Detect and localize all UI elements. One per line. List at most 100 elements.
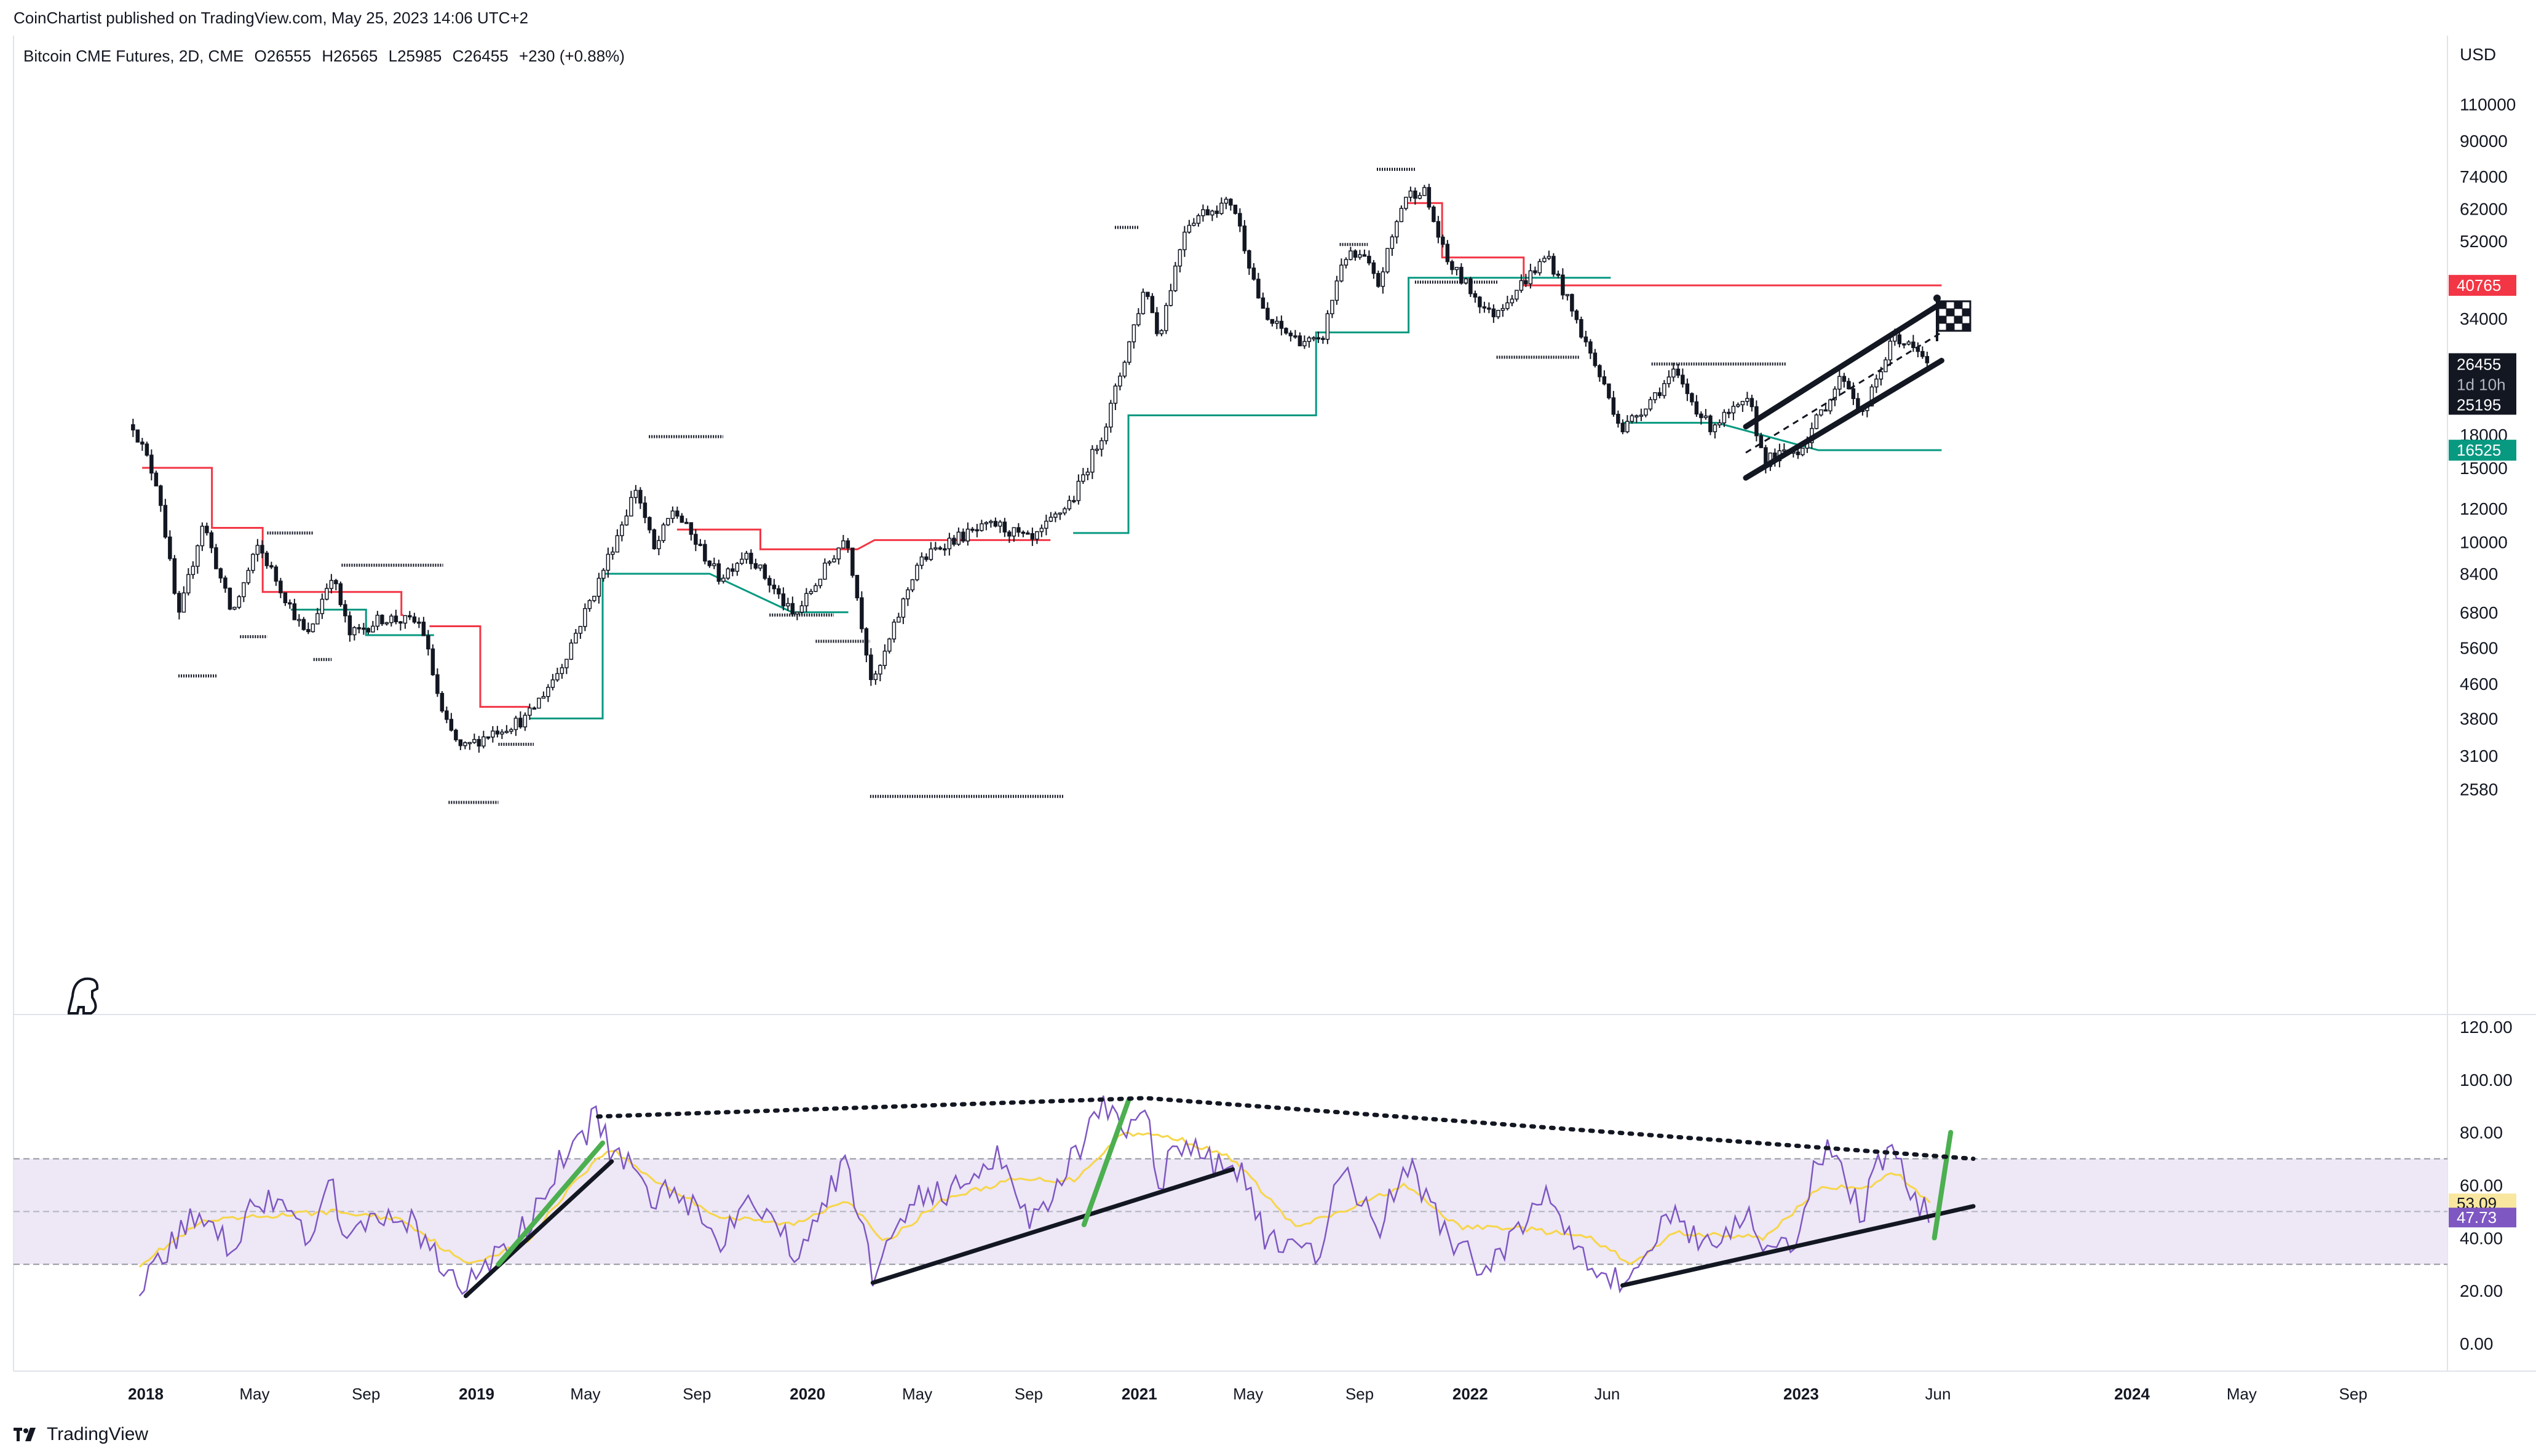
symbol-name[interactable]: Bitcoin CME Futures, 2D, CME [23, 47, 244, 65]
rsi-axis[interactable]: 120.00 100.00 80.00 60.00 40.00 20.00 0.00 [2460, 1018, 2513, 1353]
candle-body [246, 569, 251, 584]
candle-body [772, 584, 777, 590]
candle-body [186, 574, 191, 594]
candle-body [758, 564, 763, 569]
tradingview-brand[interactable]: TradingView [14, 1424, 148, 1445]
resistance-step-line [429, 625, 531, 708]
candle-body [1703, 415, 1708, 418]
candle-body [1390, 236, 1395, 249]
candle-body [1662, 383, 1666, 397]
candle-body [172, 558, 177, 594]
candle-body [592, 595, 596, 601]
candle-body [1666, 376, 1671, 384]
candle-body [550, 679, 555, 688]
price-tick-label: 90000 [2460, 132, 2508, 151]
flag-square [1946, 308, 1955, 317]
currency-label: USD [2460, 45, 2496, 64]
candle-body [1906, 341, 1911, 345]
last-price-badge-bg [2449, 353, 2516, 415]
candle-body [1367, 256, 1371, 264]
price-tick-label: 3100 [2460, 746, 2498, 766]
candle-body [1681, 374, 1685, 385]
candle-body [1602, 376, 1607, 385]
candle-body [818, 579, 823, 587]
candle-body [1468, 278, 1473, 295]
price-tick-label: 74000 [2460, 167, 2508, 186]
candle-body [1598, 365, 1602, 378]
candle-body [1561, 274, 1565, 296]
candle-body [1238, 213, 1242, 227]
candle-body [1459, 267, 1464, 283]
candle-body [1136, 313, 1141, 325]
countdown-label: 1d 10h [2457, 375, 2506, 394]
candle-body [1349, 250, 1353, 260]
price-tick-label: 12000 [2460, 499, 2508, 518]
time-tick-label: 2022 [1452, 1385, 1488, 1403]
symbol-info-line: Bitcoin CME Futures, 2D, CME O26555 H265… [23, 47, 631, 66]
candle-body [712, 563, 716, 566]
candle-body [970, 528, 975, 531]
candle-body [993, 521, 998, 527]
candle-body [1325, 313, 1330, 340]
candle-body [1104, 426, 1109, 441]
candle-body [1196, 215, 1201, 224]
candle-body [472, 738, 477, 743]
candle-body [1215, 210, 1219, 215]
time-axis[interactable]: 2018 May Sep 2019 May Sep 2020 May Sep 2021 May Sep… [128, 1385, 2368, 1403]
rsi-tick-label: 80.00 [2460, 1123, 2503, 1142]
candle-body [145, 443, 149, 456]
candle-body [1828, 399, 1833, 411]
candle-body [1436, 221, 1441, 238]
candle-body [1902, 343, 1906, 346]
candle-body [703, 544, 707, 562]
flag-square [1962, 301, 1971, 309]
candle-body [1159, 330, 1164, 334]
candle-body [1676, 368, 1681, 376]
candle-body [827, 561, 832, 564]
candle-body [1201, 209, 1205, 216]
rsi-ma-line [138, 1131, 1931, 1268]
candle-body [1823, 409, 1828, 412]
candle-body [486, 736, 491, 739]
candle-body [1500, 307, 1505, 311]
candle-body [1007, 531, 1012, 537]
candle-body [869, 654, 873, 681]
candle-body [1178, 249, 1183, 267]
candle-body [897, 617, 901, 623]
candle-body [537, 697, 541, 709]
chart-frame [13, 36, 2536, 1372]
flag-square [1946, 301, 1955, 309]
candle-body [799, 605, 804, 613]
rsi-band-layer [14, 1158, 2447, 1265]
candle-body [168, 536, 172, 560]
candle-body [1519, 280, 1524, 291]
time-tick-label: Sep [2339, 1385, 2368, 1403]
candle-body [1671, 368, 1676, 378]
level-badge-red-bg [2449, 275, 2516, 296]
candle-body [1362, 254, 1367, 257]
candle-body [463, 742, 467, 746]
candle-body [1395, 221, 1399, 238]
candle-body [458, 739, 463, 746]
candle-body [596, 577, 601, 597]
price-axis[interactable]: USD 110000900007400062000520003400018000… [2460, 45, 2516, 799]
candle-body [864, 628, 869, 656]
flag-square [1962, 323, 1971, 331]
flag-square [1938, 323, 1947, 331]
rsi-support-trendline [1620, 1204, 1976, 1288]
candle-body [1399, 208, 1404, 223]
candle-body [1427, 187, 1432, 208]
candle-body [375, 614, 380, 627]
candle-body [910, 579, 915, 591]
rsi-support-trendline [870, 1167, 1235, 1285]
candle-body [1164, 305, 1168, 331]
candle-body [578, 626, 583, 634]
candle-body [1625, 421, 1630, 432]
candle-body [1551, 256, 1556, 275]
candle-body [1713, 424, 1718, 432]
candle-body [689, 522, 694, 535]
candle-body [984, 522, 989, 524]
candle-body [735, 563, 740, 572]
candle-body [707, 560, 712, 566]
